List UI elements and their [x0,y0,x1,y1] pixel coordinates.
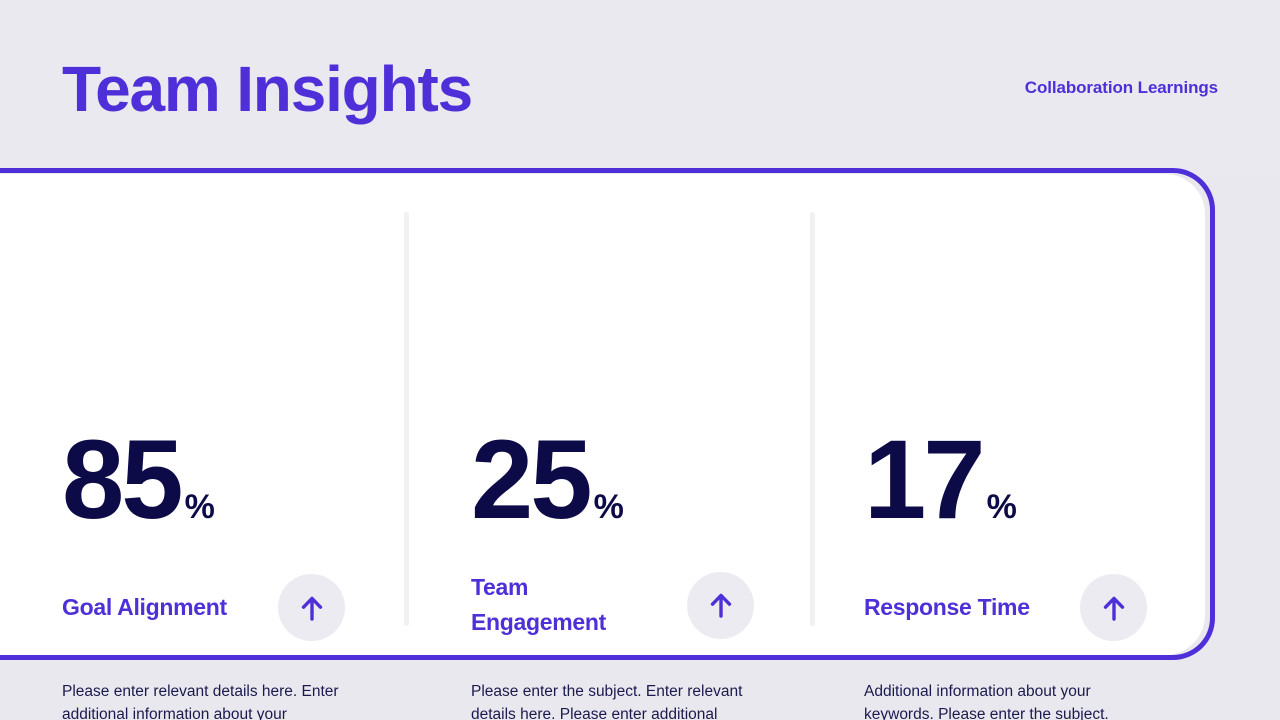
stat-label: Response Time [864,594,1030,620]
stat-unit: % [986,488,1017,526]
stat-label-row: Response Time [864,574,1147,641]
stat-description: Additional information about your keywor… [864,683,1109,720]
arrow-up-icon[interactable] [278,574,345,641]
stat-value: 85 % [62,417,215,542]
stat-label-row: Team Engagement [471,570,754,640]
stat-value: 25 % [471,417,624,542]
panel-accent-outline [0,168,1215,660]
stat-description: Please enter relevant details here. Ente… [62,683,339,720]
stat-description: Please enter the subject. Enter relevant… [471,683,743,720]
column-divider-2 [810,212,815,626]
stat-label: Goal Alignment [62,594,227,620]
stat-unit: % [593,488,624,526]
arrow-up-icon[interactable] [1080,574,1147,641]
stat-label-row: Goal Alignment [62,574,345,641]
slide-header: Team Insights Collaboration Learnings [0,0,1280,174]
stat-column-goal-alignment[interactable]: 85 % Goal Alignment Please enter relevan… [0,174,404,720]
stat-value: 17 % [864,417,1017,542]
page-title: Team Insights [62,53,473,125]
stat-number: 85 [62,417,184,542]
column-divider-1 [404,212,409,626]
header-kicker: Collaboration Learnings [1024,78,1218,97]
stat-number: 25 [471,417,593,542]
arrow-up-icon[interactable] [687,571,754,639]
stat-column-response-time[interactable]: 17 % Response Time Additional informatio… [815,174,1205,720]
stat-column-team-engagement[interactable]: 25 % Team Engagement Please enter the su… [409,174,810,720]
stat-unit: % [184,488,215,526]
stats-panel [0,174,1205,655]
stat-number: 17 [864,417,986,542]
stat-label: Team Engagement [471,574,607,635]
